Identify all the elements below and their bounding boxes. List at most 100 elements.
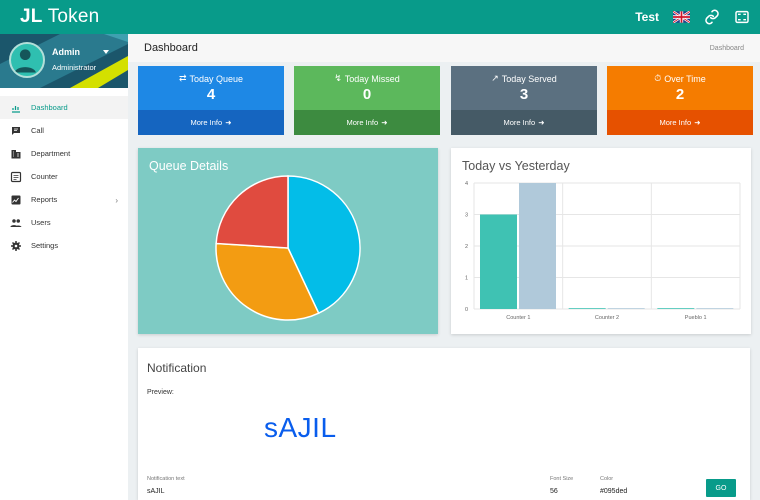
user-profile[interactable]: Admin Administrator (0, 34, 128, 88)
queue-pie-chart (215, 175, 361, 321)
chevron-right-icon: › (115, 196, 118, 205)
sidebar-item-label: Department (31, 149, 71, 158)
more-info-link[interactable]: More Info ➜ (294, 110, 440, 135)
notification-text-label: Notification text (147, 476, 185, 482)
sidebar-item-label: Users (31, 218, 51, 227)
more-info-label: More Info (190, 118, 223, 127)
x-tick-label: Counter 1 (506, 315, 530, 321)
sidebar-item-label: Settings (31, 241, 59, 250)
sidebar-item-label: Reports (31, 195, 58, 204)
more-info-link[interactable]: More Info ➜ (451, 110, 597, 135)
profile-role: Administrator (52, 63, 97, 72)
card-value: 4 (206, 86, 216, 103)
card-value: 2 (675, 86, 685, 103)
x-tick-label: Counter 2 (595, 315, 619, 321)
queue-icon: ⇄ (178, 73, 187, 83)
sidebar-item-department[interactable]: Department (0, 142, 128, 165)
today-missed-card: ↯ Today Missed 0 More Info ➜ (294, 66, 440, 135)
go-button[interactable]: GO (706, 479, 736, 497)
color-label: Color (600, 476, 614, 482)
avatar[interactable] (9, 42, 45, 78)
card-label: Over Time (664, 73, 706, 84)
app-title-bold: JL (20, 6, 43, 27)
call-icon (12, 126, 20, 135)
card-value: 3 (519, 86, 529, 103)
counter-icon (10, 171, 22, 182)
page-header: Dashboard Dashboard (128, 34, 760, 62)
bar-counter-1-series-1[interactable] (519, 183, 556, 309)
sidebar-item-label: Call (31, 126, 44, 135)
bar-counter-2-series-1[interactable] (607, 308, 645, 309)
today-vs-yesterday-panel: Today vs Yesterday 0 1 2 3 4 Counter 1 Counter… (451, 148, 751, 334)
app-title[interactable]: JL Token (0, 6, 99, 28)
card-value: 0 (362, 86, 372, 103)
sidebar-item-counter[interactable]: Counter (0, 165, 128, 188)
pie-slice-0[interactable] (287, 175, 361, 315)
arrow-right-icon: ➜ (381, 118, 388, 127)
bar-counter-1-series-0[interactable] (480, 214, 517, 310)
y-tick-label: 2 (465, 244, 468, 250)
department-icon (11, 149, 21, 158)
bar-pueblo-1-series-0[interactable] (657, 308, 695, 309)
top-bar: JL Token Test (0, 0, 760, 34)
sidebar-item-reports[interactable]: Reports › (0, 188, 128, 211)
bar-pueblo-1-series-1[interactable] (696, 308, 734, 309)
panel-title: Notification (147, 361, 207, 375)
card-label: Today Missed (344, 73, 400, 84)
card-label: Today Served (501, 73, 557, 84)
today-served-card: ↗ Today Served 3 More Info ➜ (451, 66, 597, 135)
today-vs-yesterday-bar-chart: 0 1 2 3 4 Counter 1 Counter 2 Pueblo 1 (465, 181, 741, 321)
today-queue-card: ⇄ Today Queue 4 More Info ➜ (138, 66, 284, 135)
more-info-label: More Info (346, 118, 379, 127)
pie-slice-2[interactable] (215, 175, 289, 249)
link-icon[interactable] (704, 9, 720, 25)
sidebar: Admin Administrator Dashboard Call Depar… (0, 34, 128, 500)
font-size-field[interactable]: 56 (550, 488, 558, 495)
main-content: Dashboard Dashboard (128, 34, 760, 500)
panel-title: Today vs Yesterday (462, 159, 570, 173)
bar-counter-2-series-0[interactable] (568, 308, 606, 309)
pie-slice-1[interactable] (215, 242, 320, 321)
dashboard-icon (12, 105, 20, 113)
sidebar-item-call[interactable]: Call (0, 119, 128, 142)
more-info-link[interactable]: More Info ➜ (607, 110, 753, 135)
fullscreen-icon[interactable] (734, 9, 750, 25)
top-user-name[interactable]: Test (635, 10, 659, 24)
x-tick-label: Pueblo 1 (685, 315, 707, 321)
card-label: Today Queue (189, 73, 244, 84)
missed-icon: ↯ (334, 73, 342, 83)
sidebar-item-users[interactable]: Users (0, 211, 128, 234)
profile-name: Admin (52, 47, 80, 57)
trending-up-icon: ↗ (491, 73, 499, 83)
sidebar-item-dashboard[interactable]: Dashboard (0, 96, 128, 119)
more-info-link[interactable]: More Info ➜ (138, 110, 284, 135)
over-time-card: ⏱ Over Time 2 More Info ➜ (607, 66, 753, 135)
sidebar-item-settings[interactable]: Settings (0, 234, 128, 257)
notification-text-field[interactable]: sAJIL (147, 488, 165, 495)
users-icon (10, 218, 22, 227)
timer-icon: ⏱ (654, 73, 662, 83)
more-info-label: More Info (659, 118, 692, 127)
notification-panel: Notification Preview: sAJIL Notification… (138, 348, 750, 500)
arrow-right-icon: ➜ (538, 118, 545, 127)
arrow-right-icon: ➜ (225, 118, 232, 127)
app-title-rest: Token (47, 6, 100, 27)
y-tick-label: 1 (465, 276, 468, 282)
y-tick-label: 0 (465, 307, 468, 313)
breadcrumb[interactable]: Dashboard (709, 44, 744, 52)
sidebar-item-label: Counter (31, 172, 58, 181)
chevron-down-icon[interactable] (103, 50, 109, 54)
uk-flag-icon[interactable] (673, 11, 690, 23)
page-title: Dashboard (144, 42, 198, 54)
sidebar-nav: Dashboard Call Department Counter Report… (0, 88, 128, 257)
font-size-label: Font Size (550, 476, 574, 482)
more-info-label: More Info (503, 118, 536, 127)
settings-icon (11, 240, 21, 251)
color-field[interactable]: #095ded (600, 488, 628, 495)
reports-icon (11, 195, 21, 204)
preview-text: sAJIL (264, 412, 337, 443)
panel-title: Queue Details (149, 159, 229, 173)
queue-details-panel: Queue Details (138, 148, 438, 334)
y-tick-label: 4 (465, 181, 468, 187)
arrow-right-icon: ➜ (694, 118, 701, 127)
